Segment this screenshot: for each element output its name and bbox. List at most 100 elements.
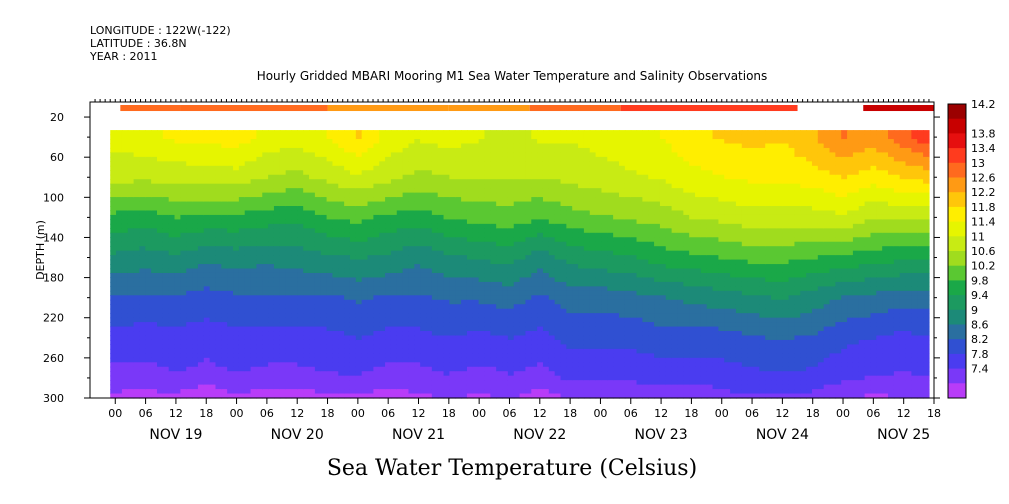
heatmap-cell [197, 362, 205, 368]
heatmap-cell [443, 339, 451, 346]
heatmap-cell [209, 290, 217, 296]
heatmap-cell [238, 161, 246, 167]
heatmap-cell [537, 246, 544, 252]
heatmap-cell [273, 290, 281, 296]
heatmap-cell [116, 380, 123, 386]
heatmap-cell [519, 250, 527, 256]
heatmap-cell [197, 214, 205, 220]
heatmap-cell [426, 223, 433, 229]
heatmap-cell [338, 174, 345, 180]
heatmap-cell [455, 219, 462, 225]
heatmap-cell [367, 219, 374, 225]
heatmap-cell [367, 277, 374, 283]
heatmap-cell [373, 232, 380, 238]
heatmap-cell [572, 165, 579, 171]
heatmap-cell [513, 152, 521, 158]
heatmap-cell [507, 255, 515, 261]
heatmap-cell [367, 139, 374, 145]
heatmap-cell [484, 255, 491, 261]
heatmap-cell [525, 371, 532, 377]
heatmap-cell [367, 362, 374, 368]
heatmap-cell [379, 206, 386, 212]
heatmap-cell [443, 366, 451, 372]
heatmap-cell [396, 281, 404, 287]
heatmap-cell [256, 389, 263, 395]
heatmap-cell [537, 214, 544, 220]
heatmap-cell [385, 393, 392, 399]
heatmap-cell [314, 147, 322, 154]
heatmap-cell [279, 156, 287, 162]
heatmap-cell [203, 250, 211, 256]
heatmap-cell [431, 389, 439, 395]
heatmap-cell [420, 380, 427, 386]
heatmap-cell [344, 223, 351, 229]
heatmap-cell [268, 214, 275, 220]
heatmap-cell [116, 179, 123, 185]
heatmap-cell [262, 206, 269, 212]
heatmap-cell [478, 389, 486, 395]
heatmap-cell [426, 304, 433, 310]
heatmap-cell [443, 170, 451, 176]
heatmap-cell [197, 250, 205, 256]
heatmap-cell [209, 143, 217, 149]
heatmap-cell [507, 295, 515, 301]
heatmap-cell [490, 130, 497, 136]
heatmap-cell [197, 152, 205, 158]
heatmap-cell [519, 313, 527, 319]
heatmap-cell [513, 139, 521, 145]
heatmap-cell [496, 183, 503, 189]
heatmap-cell [151, 130, 158, 136]
heatmap-cell [349, 223, 357, 229]
heatmap-cell [484, 246, 491, 252]
heatmap-cell [139, 357, 146, 363]
heatmap-cell [186, 174, 193, 180]
heatmap-cell [121, 286, 129, 292]
heatmap-cell [431, 161, 439, 167]
heatmap-cell [151, 237, 158, 243]
heatmap-cell [519, 366, 527, 372]
heatmap-cell [262, 380, 269, 386]
heatmap-cell [461, 286, 468, 292]
heatmap-cell [338, 183, 345, 189]
heatmap-cell [507, 344, 515, 350]
heatmap-cell [414, 214, 421, 220]
heatmap-cell [151, 268, 158, 274]
heatmap-cell [326, 304, 334, 310]
heatmap-cell [420, 375, 427, 381]
heatmap-cell [174, 353, 181, 359]
heatmap-cell [268, 393, 275, 399]
heatmap-cell [449, 317, 456, 323]
heatmap-cell [338, 299, 345, 305]
heatmap-cell [466, 348, 474, 354]
heatmap-cell [414, 353, 421, 359]
heatmap-cell [279, 170, 287, 176]
heatmap-cell [426, 228, 433, 234]
heatmap-cell [548, 290, 556, 296]
heatmap-cell [437, 295, 445, 301]
heatmap-cell [519, 362, 527, 368]
heatmap-cell [466, 264, 474, 270]
heatmap-cell [426, 156, 433, 162]
heatmap-cell [455, 223, 462, 229]
heatmap-cell [373, 375, 380, 381]
heatmap-cell [186, 161, 193, 167]
heatmap-cell [285, 241, 293, 247]
heatmap-cell [145, 353, 152, 359]
heatmap-cell [116, 214, 123, 220]
heatmap-cell [408, 380, 415, 386]
heatmap-cell [589, 375, 597, 381]
heatmap-cell [326, 348, 334, 354]
heatmap-cell [344, 353, 351, 359]
heatmap-cell [127, 156, 135, 162]
heatmap-cell [513, 290, 521, 296]
heatmap-cell [285, 393, 293, 399]
heatmap-cell [215, 304, 222, 310]
heatmap-cell [507, 143, 515, 149]
heatmap-cell [209, 339, 217, 346]
heatmap-cell [162, 353, 170, 359]
heatmap-cell [233, 362, 240, 368]
heatmap-cell [455, 250, 462, 256]
heatmap-cell [133, 250, 141, 256]
heatmap-cell [496, 295, 503, 301]
heatmap-cell [426, 130, 433, 136]
